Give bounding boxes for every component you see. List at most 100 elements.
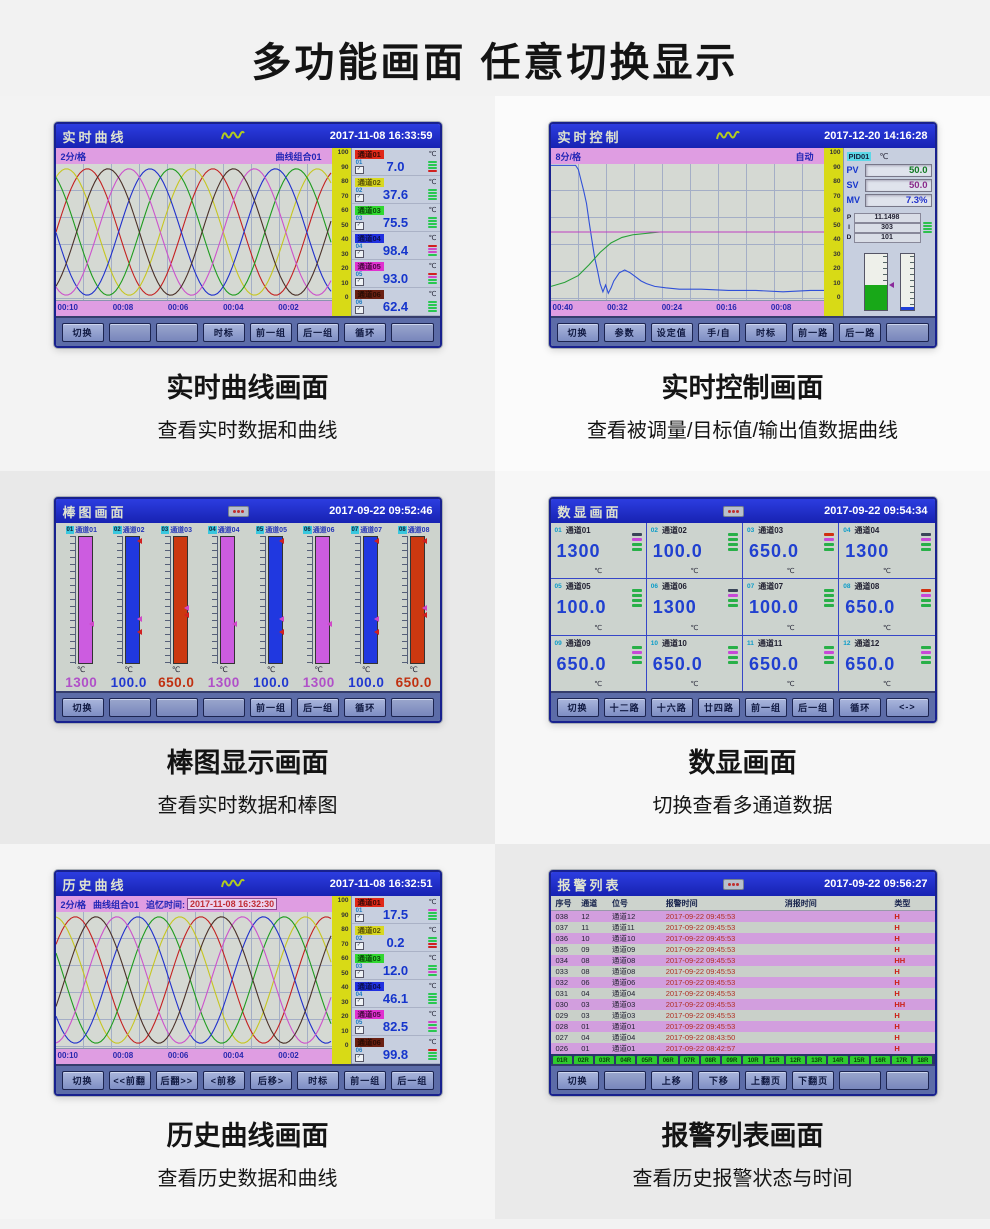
- screen-button[interactable]: 循环: [839, 697, 882, 717]
- screen-button[interactable]: 切换: [556, 322, 599, 342]
- table-row[interactable]: 027 04 通道04 2017-09-22 08:43:50 H: [550, 1032, 935, 1043]
- table-row[interactable]: 033 08 通道08 2017-09-22 09:45:53 H: [550, 966, 935, 977]
- channel-checkbox[interactable]: ✓: [354, 1025, 364, 1034]
- bar-column[interactable]: 07 通道07 ℃ 100.0: [343, 524, 391, 690]
- screen-button-blank[interactable]: [155, 697, 198, 717]
- channel-checkbox[interactable]: ✓: [354, 165, 364, 174]
- screen-button-blank[interactable]: [886, 322, 929, 342]
- channel-item[interactable]: 通道06 ℃ 06 ✓ 62.4: [351, 288, 440, 316]
- bar-column[interactable]: 04 通道04 ℃ 1300: [200, 524, 248, 690]
- table-row[interactable]: 030 03 通道03 2017-09-22 09:45:53 HH: [550, 999, 935, 1010]
- digit-cell[interactable]: 02 通道02 100.0 ℃: [646, 523, 742, 579]
- screen-button[interactable]: 后一组: [792, 697, 835, 717]
- screen-button[interactable]: 时标: [202, 322, 245, 342]
- screen-button[interactable]: 切换: [61, 1070, 104, 1090]
- screen-button[interactable]: 循环: [344, 322, 387, 342]
- digit-cell[interactable]: 03 通道03 650.0 ℃: [743, 523, 839, 579]
- channel-item[interactable]: 通道04 ℃ 04 ✓ 98.4: [351, 232, 440, 260]
- screen-button[interactable]: 上移: [650, 1070, 693, 1090]
- screen-button[interactable]: 切换: [556, 1070, 599, 1090]
- screen-button[interactable]: 下翻页: [792, 1070, 835, 1090]
- digit-cell[interactable]: 01 通道01 1300 ℃: [550, 523, 646, 579]
- screen-button-blank[interactable]: [839, 1070, 882, 1090]
- channel-item[interactable]: 通道05 ℃ 05 ✓ 82.5: [351, 1008, 440, 1036]
- screen-button[interactable]: 切换: [556, 697, 599, 717]
- channel-item[interactable]: 通道01 ℃ 01 ✓ 7.0: [351, 148, 440, 176]
- screen-button[interactable]: 前一组: [344, 1070, 387, 1090]
- screen-button[interactable]: 前一组: [250, 322, 293, 342]
- digit-cell[interactable]: 11 通道11 650.0 ℃: [743, 635, 839, 691]
- bar-column[interactable]: 06 通道06 ℃ 1300: [295, 524, 343, 690]
- screen-button[interactable]: <前移: [202, 1070, 245, 1090]
- bar-column[interactable]: 08 通道08 ℃ 650.0: [390, 524, 438, 690]
- table-row[interactable]: 028 01 通道01 2017-09-22 09:45:53 H: [550, 1021, 935, 1032]
- channel-checkbox[interactable]: ✓: [354, 249, 364, 258]
- screen-button[interactable]: 后移>: [250, 1070, 293, 1090]
- digit-cell[interactable]: 08 通道08 650.0 ℃: [839, 579, 935, 635]
- channel-item[interactable]: 通道06 ℃ 06 ✓ 99.8: [351, 1036, 440, 1064]
- table-row[interactable]: 035 09 通道09 2017-09-22 09:45:53 H: [550, 944, 935, 955]
- channel-checkbox[interactable]: ✓: [354, 1053, 364, 1062]
- bar-column[interactable]: 03 通道03 ℃ 650.0: [153, 524, 201, 690]
- table-row[interactable]: 026 01 通道01 2017-09-22 08:42:57 H: [550, 1043, 935, 1054]
- table-row[interactable]: 037 11 通道11 2017-09-22 09:45:53 H: [550, 922, 935, 933]
- channel-item[interactable]: 通道05 ℃ 05 ✓ 93.0: [351, 260, 440, 288]
- channel-checkbox[interactable]: ✓: [354, 277, 364, 286]
- screen-button[interactable]: 时标: [745, 322, 788, 342]
- table-row[interactable]: 032 06 通道06 2017-09-22 09:45:53 H: [550, 977, 935, 988]
- channel-item[interactable]: 通道02 ℃ 02 ✓ 37.6: [351, 176, 440, 204]
- screen-button[interactable]: <->: [886, 697, 929, 717]
- table-row[interactable]: 036 10 通道10 2017-09-22 09:45:53 H: [550, 933, 935, 944]
- bar-column[interactable]: 01 通道01 ℃ 1300: [58, 524, 106, 690]
- screen-button[interactable]: 下移: [697, 1070, 740, 1090]
- screen-button[interactable]: 切换: [61, 697, 104, 717]
- screen-button-blank[interactable]: [603, 1070, 646, 1090]
- channel-item[interactable]: 通道04 ℃ 04 ✓ 46.1: [351, 980, 440, 1008]
- screen-button-blank[interactable]: [108, 697, 151, 717]
- digit-cell[interactable]: 12 通道12 650.0 ℃: [839, 635, 935, 691]
- screen-button[interactable]: 前一路: [792, 322, 835, 342]
- screen-button-blank[interactable]: [391, 322, 434, 342]
- screen-button[interactable]: <<前翻: [108, 1070, 151, 1090]
- screen-button[interactable]: 后一组: [297, 322, 340, 342]
- table-row[interactable]: 031 04 通道04 2017-09-22 09:45:53 H: [550, 988, 935, 999]
- bar-column[interactable]: 05 通道05 ℃ 100.0: [248, 524, 296, 690]
- digit-cell[interactable]: 09 通道09 650.0 ℃: [550, 635, 646, 691]
- channel-checkbox[interactable]: ✓: [354, 221, 364, 230]
- channel-checkbox[interactable]: ✓: [354, 941, 364, 950]
- digit-cell[interactable]: 05 通道05 100.0 ℃: [550, 579, 646, 635]
- bar-column[interactable]: 02 通道02 ℃ 100.0: [105, 524, 153, 690]
- digit-cell[interactable]: 07 通道07 100.0 ℃: [743, 579, 839, 635]
- screen-button[interactable]: 前一组: [745, 697, 788, 717]
- screen-button[interactable]: 设定值: [650, 322, 693, 342]
- screen-button[interactable]: 后翻>>: [155, 1070, 198, 1090]
- channel-item[interactable]: 通道01 ℃ 01 ✓ 17.5: [351, 896, 440, 924]
- screen-button[interactable]: 十六路: [650, 697, 693, 717]
- channel-item[interactable]: 通道02 ℃ 02 ✓ 0.2: [351, 924, 440, 952]
- channel-checkbox[interactable]: ✓: [354, 969, 364, 978]
- channel-checkbox[interactable]: ✓: [354, 997, 364, 1006]
- screen-button-blank[interactable]: [202, 697, 245, 717]
- screen-button[interactable]: 循环: [344, 697, 387, 717]
- screen-button[interactable]: 时标: [297, 1070, 340, 1090]
- screen-button[interactable]: 后一路: [839, 322, 882, 342]
- table-row[interactable]: 034 08 通道08 2017-09-22 09:45:53 HH: [550, 955, 935, 966]
- channel-checkbox[interactable]: ✓: [354, 305, 364, 314]
- screen-button[interactable]: 参数: [603, 322, 646, 342]
- table-row[interactable]: 038 12 通道12 2017-09-22 09:45:53 H: [550, 911, 935, 922]
- channel-item[interactable]: 通道03 ℃ 03 ✓ 75.5: [351, 204, 440, 232]
- screen-button[interactable]: 后一组: [297, 697, 340, 717]
- table-row[interactable]: 029 03 通道03 2017-09-22 09:45:53 H: [550, 1010, 935, 1021]
- screen-button[interactable]: 后一组: [391, 1070, 434, 1090]
- digit-cell[interactable]: 04 通道04 1300 ℃: [839, 523, 935, 579]
- screen-button[interactable]: 切换: [61, 322, 104, 342]
- screen-button[interactable]: 上翻页: [745, 1070, 788, 1090]
- channel-item[interactable]: 通道03 ℃ 03 ✓ 12.0: [351, 952, 440, 980]
- screen-button[interactable]: 手/自: [697, 322, 740, 342]
- digit-cell[interactable]: 10 通道10 650.0 ℃: [646, 635, 742, 691]
- screen-button-blank[interactable]: [886, 1070, 929, 1090]
- screen-button[interactable]: 前一组: [250, 697, 293, 717]
- screen-button-blank[interactable]: [108, 322, 151, 342]
- channel-checkbox[interactable]: ✓: [354, 913, 364, 922]
- screen-button[interactable]: 廿四路: [697, 697, 740, 717]
